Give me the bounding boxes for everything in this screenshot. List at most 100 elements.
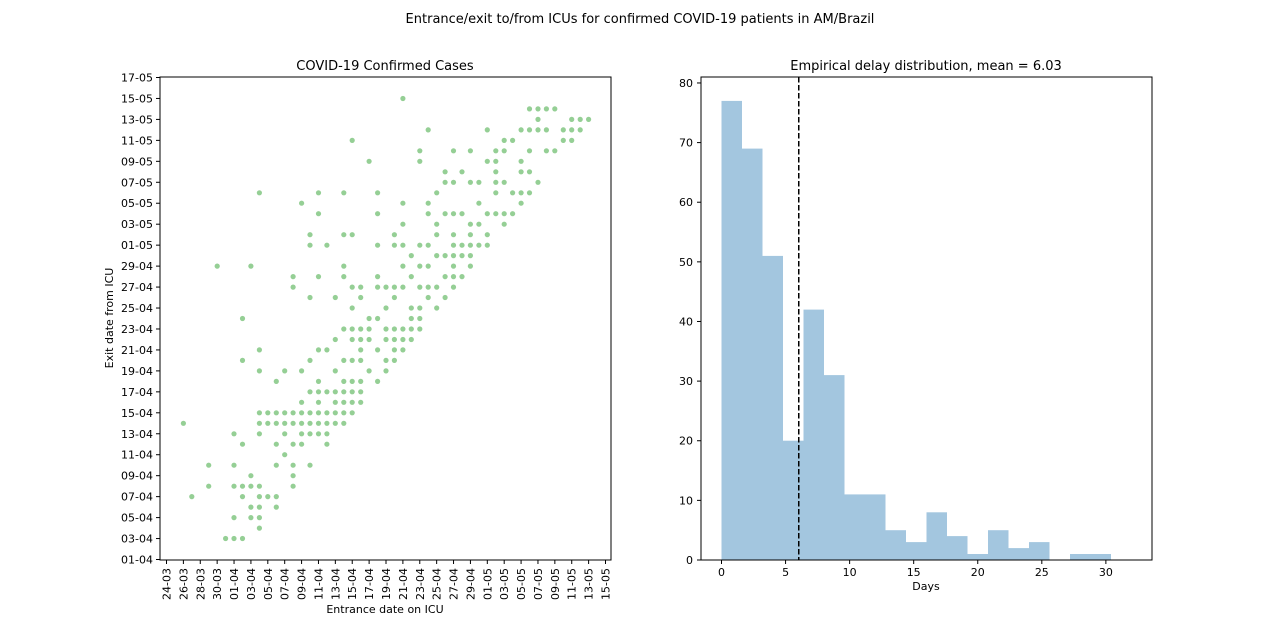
scatter-point — [535, 179, 541, 185]
scatter-point — [391, 336, 397, 343]
scatter-point — [349, 399, 355, 405]
scatter-point — [248, 473, 254, 479]
scatter-point — [501, 179, 507, 185]
scatter-point — [358, 399, 364, 405]
histogram-xtick-label: 25 — [1035, 566, 1049, 579]
scatter-point — [518, 200, 524, 206]
scatter-point — [315, 431, 322, 437]
scatter-point — [569, 137, 575, 143]
scatter-ytick-label: 01-04 — [121, 554, 153, 567]
scatter-point — [434, 305, 440, 311]
scatter-ytick-label: 13-05 — [121, 113, 153, 126]
scatter-xtick-label: 11-05 — [566, 568, 579, 600]
scatter-point — [332, 399, 338, 405]
scatter-point — [417, 326, 423, 332]
histogram-ytick-label: 80 — [679, 77, 693, 90]
scatter-point — [349, 232, 355, 238]
scatter-point — [307, 232, 313, 238]
scatter-xtick-label: 15-04 — [346, 568, 359, 600]
scatter-point — [467, 148, 473, 154]
scatter-point — [256, 483, 262, 489]
scatter-point — [290, 473, 296, 479]
scatter-point — [586, 116, 592, 122]
scatter-point — [467, 179, 473, 185]
scatter-point — [239, 483, 246, 489]
scatter-point — [383, 305, 389, 311]
scatter-point — [248, 483, 254, 489]
scatter-point — [273, 494, 279, 500]
scatter-point — [256, 504, 262, 510]
scatter-point — [341, 232, 347, 238]
scatter-point — [408, 253, 414, 259]
scatter-point — [315, 420, 322, 426]
scatter-point — [290, 284, 296, 290]
scatter-point — [341, 274, 347, 280]
scatter-point — [273, 504, 279, 510]
scatter-point — [459, 253, 465, 259]
histogram-bar — [1070, 554, 1091, 560]
scatter-point — [417, 315, 423, 322]
scatter-point — [299, 410, 305, 416]
scatter-point — [256, 525, 262, 531]
scatter-point — [189, 494, 195, 500]
figure-suptitle: Entrance/exit to/from ICUs for confirmed… — [406, 12, 875, 27]
scatter-point — [577, 127, 583, 133]
scatter-point — [315, 389, 322, 395]
scatter-xtick-label: 01-05 — [481, 568, 494, 600]
scatter-point — [273, 410, 279, 416]
scatter-point — [560, 137, 566, 143]
scatter-ytick-label: 13-04 — [121, 428, 153, 441]
scatter-point — [299, 441, 305, 447]
scatter-xtick-label: 05-04 — [262, 568, 275, 600]
scatter-point — [400, 336, 406, 343]
scatter-point — [349, 389, 355, 395]
scatter-point — [265, 410, 271, 416]
scatter-point — [518, 190, 524, 196]
scatter-point — [425, 200, 431, 206]
scatter-point — [509, 137, 516, 143]
scatter-point — [214, 263, 220, 269]
scatter-point — [484, 232, 490, 238]
scatter-point — [450, 274, 457, 280]
scatter-point — [493, 211, 499, 217]
scatter-xtick-label: 01-04 — [228, 568, 241, 600]
scatter-point — [383, 357, 389, 363]
histogram-bar — [1008, 548, 1029, 560]
scatter-y-axis: 01-04 03-04 05-04 07-04 09-04 11-04 13-04 15-04… — [121, 72, 160, 567]
scatter-point — [375, 242, 381, 248]
scatter-point — [206, 462, 212, 468]
scatter-point — [349, 326, 355, 332]
histogram-ytick-label: 60 — [679, 196, 693, 209]
scatter-point — [332, 410, 338, 416]
scatter-point — [315, 347, 322, 353]
scatter-point — [442, 274, 448, 280]
scatter-point — [552, 106, 558, 112]
histogram-bar — [988, 530, 1009, 560]
scatter-point — [239, 357, 246, 363]
histogram-bar — [865, 494, 886, 560]
scatter-point — [476, 200, 482, 206]
scatter-point — [442, 169, 448, 175]
scatter-point — [299, 420, 305, 426]
scatter-point — [442, 253, 448, 259]
scatter-point — [383, 368, 389, 374]
scatter-point — [358, 294, 364, 301]
histogram-xtick-label: 5 — [782, 566, 789, 579]
scatter-point — [400, 326, 406, 332]
scatter-point — [256, 368, 262, 374]
scatter-point — [552, 148, 558, 154]
scatter-point — [526, 169, 533, 175]
scatter-point — [324, 410, 330, 416]
scatter-point — [543, 106, 550, 112]
scatter-ytick-label: 21-04 — [121, 344, 153, 357]
scatter-point — [459, 169, 465, 175]
scatter-point — [450, 253, 457, 259]
scatter-point — [391, 232, 397, 238]
scatter-point — [560, 127, 566, 133]
scatter-point — [248, 504, 254, 510]
scatter-point — [256, 494, 262, 500]
scatter-xtick-label: 25-04 — [431, 568, 444, 600]
scatter-point — [417, 284, 423, 290]
scatter-point — [459, 274, 465, 280]
scatter-point — [375, 378, 381, 384]
